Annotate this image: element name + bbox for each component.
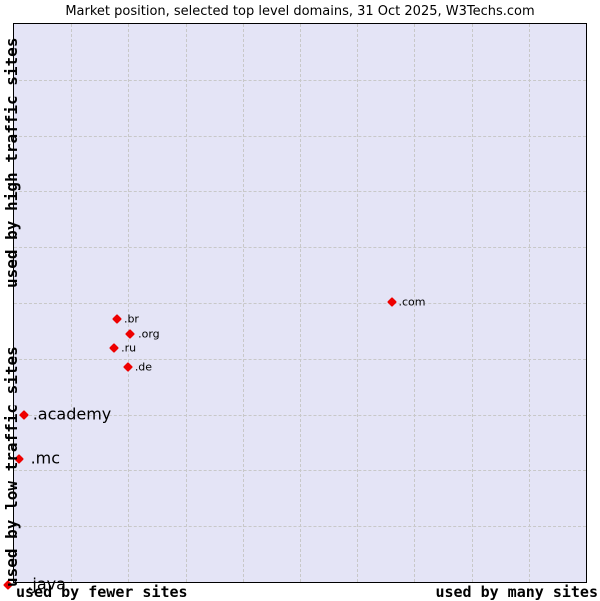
y-axis-label-low-traffic: used by low traffic sites bbox=[2, 346, 21, 587]
y-axis-label-high-traffic: used by high traffic sites bbox=[2, 37, 21, 288]
gridline-horizontal bbox=[14, 358, 586, 360]
point-label: .com bbox=[398, 295, 426, 309]
gridline-horizontal bbox=[14, 303, 586, 304]
plot-area: .com .br .org .ru .de .academy .mc .java bbox=[3, 23, 587, 592]
x-axis-label-fewer-sites: used by fewer sites bbox=[16, 583, 188, 601]
gridline-horizontal bbox=[14, 247, 586, 249]
diamond-marker bbox=[109, 342, 120, 353]
diamond-marker bbox=[112, 313, 122, 324]
gridline-horizontal bbox=[14, 414, 586, 416]
diamond-marker bbox=[125, 329, 136, 340]
chart-title: Market position, selected top level doma… bbox=[65, 4, 535, 19]
point-label: .br bbox=[123, 311, 139, 325]
x-axis-label-many-sites: used by many sites bbox=[435, 583, 598, 601]
point-label: .org bbox=[138, 327, 160, 341]
gridline-horizontal bbox=[14, 79, 586, 81]
diamond-marker bbox=[122, 362, 133, 373]
grid bbox=[14, 24, 586, 582]
points-layer: .com .br .org .ru .de .academy .mc .java bbox=[3, 24, 586, 592]
gridline-horizontal bbox=[14, 526, 586, 528]
point-label: .ru bbox=[121, 340, 137, 354]
point-label: .mc bbox=[30, 448, 61, 468]
gridline-horizontal bbox=[14, 191, 586, 193]
point-label: .academy bbox=[32, 404, 112, 424]
point-label: .de bbox=[134, 360, 153, 374]
diamond-marker bbox=[386, 296, 397, 307]
point-label: .java bbox=[27, 574, 66, 594]
gridline-horizontal bbox=[14, 135, 586, 137]
gridline-horizontal bbox=[14, 470, 586, 472]
